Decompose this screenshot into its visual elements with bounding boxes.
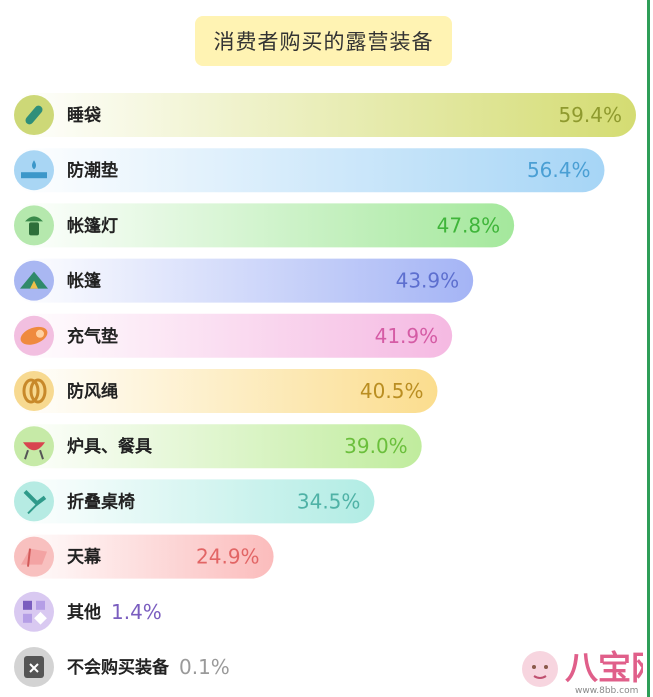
bar-4: [12, 313, 453, 358]
bar-2: [12, 203, 515, 248]
value-label: 43.9%: [396, 269, 460, 293]
category-label: 睡袋: [67, 105, 102, 126]
bar-5: [12, 369, 438, 413]
value-label: 40.5%: [360, 379, 424, 403]
category-label: 充气垫: [67, 326, 118, 347]
bar-0: [12, 93, 636, 137]
value-label: 0.1%: [179, 655, 230, 679]
windproof-rope-icon: [14, 371, 54, 411]
category-label: 炉具、餐具: [67, 436, 152, 457]
grill-icon: [14, 426, 54, 467]
category-label: 天幕: [67, 547, 102, 568]
watermark-face-icon: [522, 651, 558, 687]
category-label: 防潮垫: [67, 160, 118, 181]
category-label: 帐篷: [67, 271, 102, 292]
no-purchase-icon: [14, 647, 54, 687]
category-label: 折叠桌椅: [67, 491, 135, 512]
watermark-logo: 八宝网 www.8bb.com: [522, 648, 643, 696]
moisture-mat-icon: [14, 150, 54, 191]
value-label: 47.8%: [437, 213, 501, 237]
watermark-url: www.8bb.com: [575, 686, 638, 696]
bar-1: [12, 148, 605, 193]
tent-lamp-icon: [14, 205, 54, 246]
air-mattress-icon: [14, 315, 54, 356]
value-label: 39.0%: [344, 434, 408, 458]
folding-chair-icon: [14, 481, 54, 522]
watermark-text: 八宝网: [565, 648, 643, 687]
right-border-rule: [647, 0, 650, 697]
other-blocks-icon: [14, 591, 54, 632]
value-label: 56.4%: [527, 158, 591, 182]
value-label: 1.4%: [111, 600, 162, 624]
bar-8: [12, 534, 274, 579]
category-label: 不会购买装备: [67, 657, 170, 678]
category-label: 帐篷灯: [67, 215, 118, 236]
category-label: 防风绳: [67, 381, 118, 402]
value-label: 24.9%: [196, 545, 260, 569]
value-label: 41.9%: [375, 324, 439, 348]
tent-icon: [14, 260, 54, 301]
value-label: 34.5%: [297, 489, 361, 513]
value-label: 59.4%: [558, 103, 622, 127]
canopy-icon: [14, 536, 54, 577]
bar-7: [12, 479, 375, 524]
bar-6: [12, 424, 422, 469]
category-label: 其他: [67, 602, 101, 623]
sleeping-bag-icon: [14, 95, 54, 135]
bar-3: [12, 258, 474, 303]
chart-title: 消费者购买的露营装备: [195, 16, 452, 66]
